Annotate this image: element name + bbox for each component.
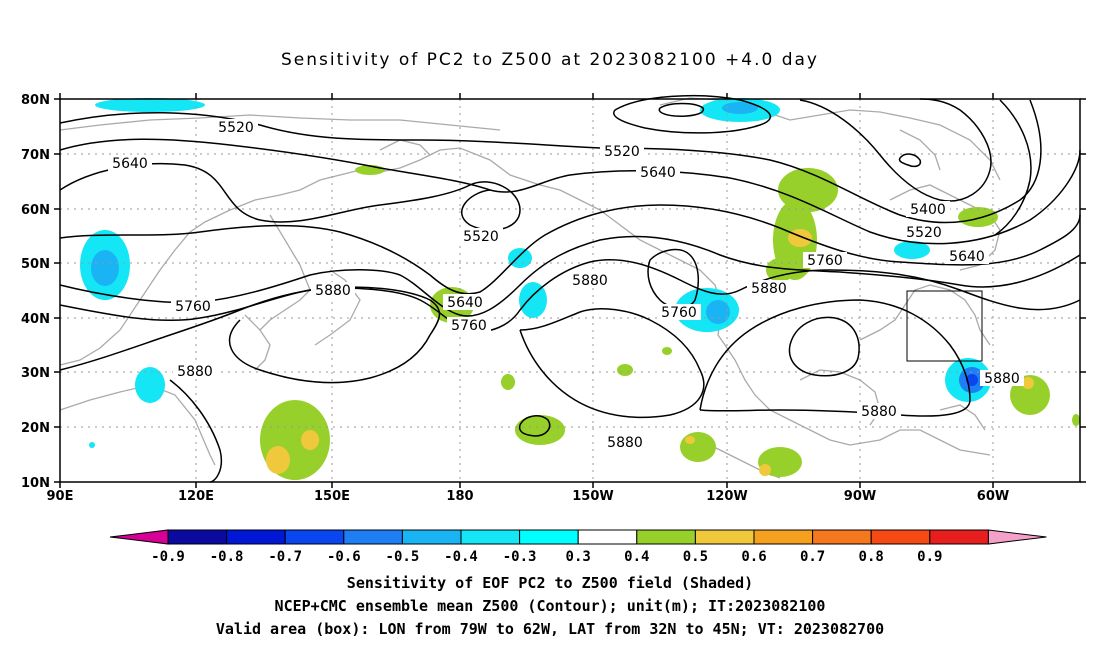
colorbar-label: 0.9 [917, 549, 942, 565]
colorbar-label: -0.4 [444, 549, 478, 565]
colorbar-low-triangle [109, 529, 169, 545]
colorbar-label: -0.9 [151, 549, 185, 565]
contour-label: 5880 [177, 364, 213, 380]
colorbar-label: 0.3 [566, 549, 591, 565]
colorbar-swatch [226, 529, 286, 545]
colorbar-swatch [167, 529, 228, 545]
lat-label: 50N [21, 257, 50, 272]
contour-label: 5880 [315, 283, 351, 299]
colorbar-swatch [694, 529, 755, 545]
contour-label: 5880 [607, 435, 643, 451]
contour-label: 5640 [640, 165, 676, 181]
axis-ticks [54, 93, 1086, 488]
contour-label: 5760 [661, 305, 697, 321]
sensitivity-shading [80, 98, 1080, 480]
colorbar-swatch [284, 529, 345, 545]
lat-label: 70N [21, 148, 50, 163]
colorbar-swatch [401, 529, 462, 545]
contour-label: 5760 [175, 299, 211, 315]
lat-label: 40N [21, 312, 50, 327]
contour-label: 5640 [112, 156, 148, 172]
colorbar-label: 0.5 [683, 549, 708, 565]
colorbar-swatch [343, 529, 403, 545]
lat-label: 20N [21, 421, 50, 436]
colorbar-high-triangle [987, 529, 1047, 545]
colorbar-swatch [753, 529, 814, 545]
latitude-labels: 80N 70N 60N 50N 40N 30N 20N 10N [21, 93, 50, 491]
lon-label: 60W [977, 489, 1009, 504]
contour-label: 5520 [604, 144, 640, 160]
colorbar-swatch [929, 529, 989, 545]
colorbar-label: 0.6 [741, 549, 766, 565]
lon-label: 90W [844, 489, 876, 504]
contour-label: 5400 [910, 202, 946, 218]
colorbar-swatch [870, 529, 931, 545]
lon-label: 120W [706, 489, 747, 504]
map-title: Sensitivity of PC2 to Z500 at 2023082100… [280, 50, 819, 70]
contour-label: 5880 [984, 371, 1020, 387]
contour-label: 5880 [861, 404, 897, 420]
lon-label: 180 [446, 489, 473, 504]
colorbar-label: -0.7 [268, 549, 302, 565]
colorbar-swatch [812, 529, 872, 545]
z500-contours [59, 94, 1081, 483]
contour-label: 5520 [463, 229, 499, 245]
grid-lines [60, 99, 1080, 482]
colorbar-swatch [519, 529, 579, 545]
lat-label: 30N [21, 366, 50, 381]
colorbar-label: -0.3 [503, 549, 537, 565]
lat-label: 60N [21, 203, 50, 218]
caption-valid-area: Valid area (box): LON from 79W to 62W, L… [215, 620, 885, 638]
colorbar: -0.9 -0.8 -0.7 -0.6 -0.5 -0.4 -0.3 0.3 0.4 0.5 0.6… [109, 529, 1047, 565]
contour-labels: 5520 5640 5520 5640 5400 5520 5640 5520 … [108, 119, 1024, 451]
contour-label: 5760 [807, 253, 843, 269]
contour-label: 5640 [949, 249, 985, 265]
contour-label: 5520 [218, 120, 254, 136]
lon-label: 150W [572, 489, 613, 504]
caption-shading: Sensitivity of EOF PC2 to Z500 field (Sh… [346, 574, 754, 592]
colorbar-label: 0.7 [800, 549, 825, 565]
contour-label: 5520 [906, 225, 942, 241]
contour-label: 5880 [751, 281, 787, 297]
lon-label: 150E [314, 489, 350, 504]
lon-label: 90E [47, 489, 74, 504]
lat-label: 10N [21, 476, 50, 491]
colorbar-swatch [636, 529, 696, 545]
map-frame [59, 98, 1081, 483]
contour-label: 5640 [447, 295, 483, 311]
colorbar-label: 0.8 [859, 549, 884, 565]
lon-label: 120E [178, 489, 214, 504]
colorbar-label: -0.5 [386, 549, 420, 565]
contour-label: 5760 [451, 318, 487, 334]
colorbar-swatch [577, 529, 638, 545]
lat-label: 80N [21, 93, 50, 108]
caption-contour: NCEP+CMC ensemble mean Z500 (Contour); u… [274, 597, 826, 615]
colorbar-label: -0.8 [210, 549, 244, 565]
colorbar-label: 0.4 [624, 549, 649, 565]
colorbar-swatch [460, 529, 521, 545]
longitude-labels: 90E 120E 150E 180 150W 120W 90W 60W [47, 489, 1010, 504]
contour-label: 5880 [572, 273, 608, 289]
colorbar-label: -0.6 [327, 549, 361, 565]
valid-area-box [906, 290, 983, 362]
